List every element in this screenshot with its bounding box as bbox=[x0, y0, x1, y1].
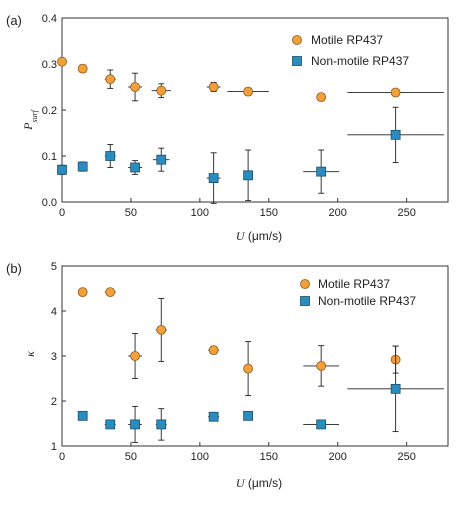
panel-b-y-tick-label: 3 bbox=[51, 351, 57, 363]
panel-b-legend-motile: Motile RP437 bbox=[318, 277, 390, 291]
panel-a-nonmotile-point bbox=[57, 164, 67, 175]
panel-b-y-tick-label: 5 bbox=[51, 261, 57, 273]
panel-b-y-tick-label: 4 bbox=[51, 306, 57, 318]
panel-a-y-tick-label: 0.3 bbox=[42, 59, 57, 71]
panel-a-motile-point bbox=[130, 82, 140, 92]
panel-b-motile-point bbox=[77, 287, 88, 298]
panel-b-x-tick-label: 250 bbox=[397, 451, 415, 463]
panel-b-nonmotile-point bbox=[156, 419, 167, 430]
panel-b-nonmotile-point bbox=[105, 419, 116, 430]
panel-b-legend-marker-nonmotile bbox=[300, 296, 310, 306]
panel-a-legend-marker-nonmotile bbox=[292, 56, 302, 66]
panel-b-motile-point bbox=[156, 324, 167, 335]
panel-a-x-tick-label: 100 bbox=[191, 207, 209, 219]
panel-b-y-tick-label: 2 bbox=[51, 396, 57, 408]
panel-b-motile-point bbox=[105, 287, 116, 298]
panel-a-label: (a) bbox=[6, 13, 22, 28]
panel-a-motile-point bbox=[57, 56, 67, 67]
panel-b-nonmotile-point bbox=[390, 383, 401, 394]
panel-b-motile-point bbox=[243, 363, 254, 374]
panel-b-motile-point bbox=[208, 345, 219, 356]
panel-a-motile-point bbox=[316, 92, 327, 103]
panel-a-nonmotile-point bbox=[208, 173, 219, 183]
panel-b-x-tick-label: 200 bbox=[329, 451, 347, 463]
panel-a-x-tick-label: 200 bbox=[329, 207, 347, 219]
panel-b-nonmotile-point bbox=[208, 411, 219, 422]
panel-a-nonmotile-point bbox=[77, 161, 88, 172]
panel-a-legend-nonmotile: Non-motile RP437 bbox=[311, 54, 409, 68]
panel-a-x-axis-symbol: U bbox=[236, 229, 246, 243]
panel-b-axes-frame bbox=[61, 265, 449, 447]
panel-b-nonmotile-point bbox=[77, 410, 88, 421]
panel-a-nonmotile-point bbox=[156, 154, 167, 165]
panel-a-nonmotile-point bbox=[390, 129, 401, 140]
panel-a-x-tick-label: 50 bbox=[125, 207, 137, 219]
panel-b-x-tick-label: 50 bbox=[125, 451, 137, 463]
panel-a-y-tick-label: 0.0 bbox=[42, 197, 57, 209]
panel-a-nonmotile-point bbox=[243, 170, 254, 181]
panel-a-y-axis-label: Psurf bbox=[21, 108, 39, 131]
panel-a-x-axis-units: (μm/s) bbox=[245, 229, 283, 243]
panel-b-nonmotile-point bbox=[243, 410, 254, 421]
panel-b-chart: (b) 0 50 100 150 200 250 1 2 3 4 5 κ U (μm/s) Moti… bbox=[6, 261, 449, 490]
panel-b-motile-point bbox=[130, 351, 140, 361]
panel-b-x-axis-units: (μm/s) bbox=[245, 476, 283, 490]
panel-a-motile-point bbox=[105, 74, 116, 85]
panel-a-y-axis-subscript: surf bbox=[30, 108, 39, 122]
panel-b-x-axis-symbol: U bbox=[236, 476, 246, 490]
panel-b-y-axis-label: κ bbox=[23, 351, 37, 357]
panel-b-label: (b) bbox=[6, 261, 22, 276]
panel-a-nonmotile-point bbox=[316, 166, 327, 177]
panel-a-legend: Motile RP437 Non-motile RP437 bbox=[292, 33, 409, 68]
panel-b-plot-area: 0 50 100 150 200 250 1 2 3 4 5 bbox=[51, 261, 449, 463]
panel-a-x-tick-label: 250 bbox=[397, 207, 415, 219]
panel-b-x-tick-label: 0 bbox=[59, 451, 65, 463]
panel-a-x-axis-label: U (μm/s) bbox=[236, 229, 282, 243]
panel-b-x-tick-label: 100 bbox=[191, 451, 209, 463]
panel-b-legend-nonmotile: Non-motile RP437 bbox=[318, 294, 416, 308]
panel-b-nonmotile-point bbox=[130, 419, 140, 430]
panel-a-legend-marker-motile bbox=[292, 35, 302, 45]
panel-b-y-axis-symbol: κ bbox=[23, 351, 37, 357]
panel-b-x-tick-label: 150 bbox=[260, 451, 278, 463]
panel-a-chart: (a) 0 50 100 150 200 250 0.0 0.1 0.2 0.3 0.4 Psurf… bbox=[6, 13, 449, 243]
panel-a-x-tick-label: 0 bbox=[59, 207, 65, 219]
panel-b-motile-point bbox=[316, 360, 327, 371]
panel-b-x-axis-label: U (μm/s) bbox=[236, 476, 282, 490]
panel-a-motile-point bbox=[243, 86, 254, 97]
panel-a-y-tick-label: 0.2 bbox=[42, 105, 57, 117]
panel-a-motile-point bbox=[77, 63, 88, 74]
panel-a-nonmotile-point bbox=[105, 151, 116, 161]
panel-a-legend-motile: Motile RP437 bbox=[311, 33, 383, 47]
panel-a-y-tick-label: 0.4 bbox=[42, 13, 57, 25]
panel-a-x-tick-label: 150 bbox=[260, 207, 278, 219]
panel-b-legend-marker-motile bbox=[300, 279, 310, 289]
panel-a-y-tick-label: 0.1 bbox=[42, 151, 57, 163]
panel-b-y-tick-label: 1 bbox=[51, 441, 57, 453]
panel-b-nonmotile-point bbox=[316, 419, 327, 430]
panel-a-motile-point bbox=[156, 85, 167, 96]
panel-a-y-axis-symbol: P bbox=[21, 122, 35, 131]
panel-a-axes-frame bbox=[61, 17, 449, 203]
panel-a-motile-point bbox=[208, 82, 219, 92]
panel-a-nonmotile-point bbox=[130, 162, 140, 173]
panel-a-plot-area: 0 50 100 150 200 250 0.0 0.1 0.2 0.3 0.4 bbox=[42, 13, 449, 219]
panel-b-legend: Motile RP437 Non-motile RP437 bbox=[300, 277, 416, 308]
panel-a-motile-point bbox=[390, 87, 401, 98]
